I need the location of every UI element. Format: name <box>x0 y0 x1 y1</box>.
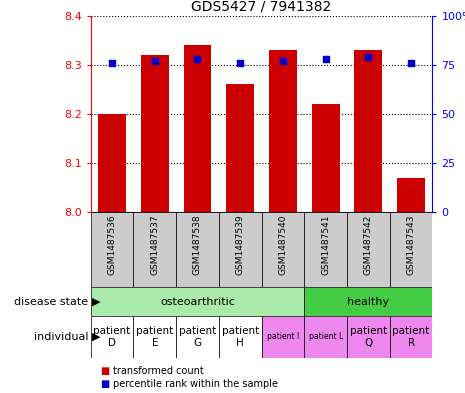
Bar <box>184 45 212 212</box>
Point <box>279 58 286 64</box>
Text: ▶: ▶ <box>92 332 100 342</box>
Bar <box>312 104 339 212</box>
Text: patient
R: patient R <box>392 326 430 348</box>
Bar <box>219 316 261 358</box>
Bar <box>91 212 133 287</box>
Bar <box>176 316 219 358</box>
Text: percentile rank within the sample: percentile rank within the sample <box>113 379 278 389</box>
Bar <box>347 212 390 287</box>
Text: GSM1487536: GSM1487536 <box>107 215 117 275</box>
Text: patient
E: patient E <box>136 326 173 348</box>
Bar <box>219 212 261 287</box>
Text: GSM1487541: GSM1487541 <box>321 215 330 275</box>
Text: ▶: ▶ <box>92 297 100 307</box>
Bar <box>176 212 219 287</box>
Bar <box>304 287 432 316</box>
Text: patient I: patient I <box>267 332 299 342</box>
Bar <box>304 212 347 287</box>
Text: individual: individual <box>34 332 88 342</box>
Point <box>151 58 159 64</box>
Text: GSM1487537: GSM1487537 <box>150 215 159 275</box>
Bar <box>133 212 176 287</box>
Text: patient
G: patient G <box>179 326 216 348</box>
Bar <box>304 316 347 358</box>
Point <box>322 56 329 62</box>
Bar <box>269 50 297 212</box>
Text: GSM1487540: GSM1487540 <box>279 215 287 275</box>
Text: patient L: patient L <box>308 332 343 342</box>
Bar <box>390 316 432 358</box>
Point <box>365 54 372 60</box>
Bar <box>354 50 382 212</box>
Text: transformed count: transformed count <box>113 366 204 376</box>
Point <box>194 56 201 62</box>
Bar <box>347 316 390 358</box>
Bar <box>91 287 304 316</box>
Bar <box>91 316 133 358</box>
Point <box>237 60 244 66</box>
Text: patient
Q: patient Q <box>350 326 387 348</box>
Bar <box>390 212 432 287</box>
Text: ■: ■ <box>100 366 109 376</box>
Text: patient
D: patient D <box>93 326 131 348</box>
Text: healthy: healthy <box>347 297 389 307</box>
Point <box>407 60 415 66</box>
Text: osteoarthritic: osteoarthritic <box>160 297 235 307</box>
Bar <box>226 84 254 212</box>
Bar <box>261 212 304 287</box>
Text: GSM1487542: GSM1487542 <box>364 215 373 275</box>
Text: disease state: disease state <box>14 297 88 307</box>
Bar <box>397 178 425 212</box>
Text: GSM1487538: GSM1487538 <box>193 215 202 275</box>
Point <box>108 60 116 66</box>
Bar <box>261 316 304 358</box>
Bar <box>141 55 169 212</box>
Text: patient
H: patient H <box>222 326 259 348</box>
Text: ■: ■ <box>100 379 109 389</box>
Text: GSM1487539: GSM1487539 <box>236 215 245 275</box>
Bar <box>98 114 126 212</box>
Text: GSM1487543: GSM1487543 <box>406 215 416 275</box>
Bar <box>133 316 176 358</box>
Title: GDS5427 / 7941382: GDS5427 / 7941382 <box>192 0 332 13</box>
